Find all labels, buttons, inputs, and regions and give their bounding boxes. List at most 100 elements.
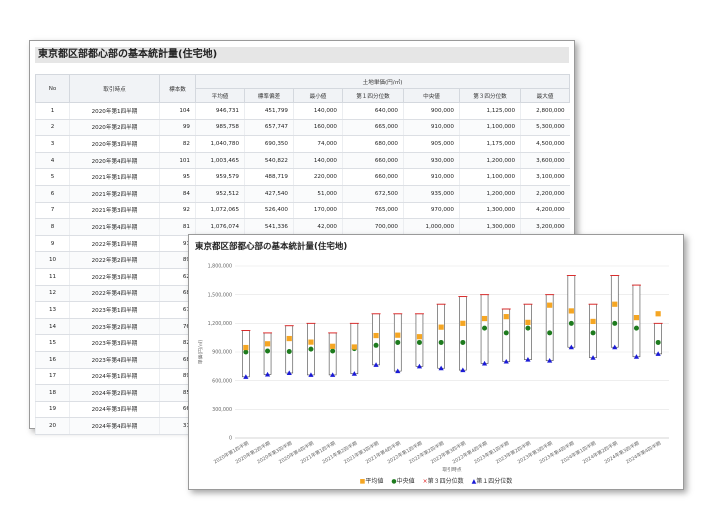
table-cell: 970,000 (403, 202, 460, 220)
table-cell: 657,747 (244, 119, 294, 137)
table-cell: 905,000 (403, 135, 460, 153)
chart-title: 東京都区部都心部の基本統計量(住宅地) (195, 242, 348, 252)
table-cell: 2020年第2四半期 (69, 119, 160, 137)
table-cell: 672,500 (342, 185, 404, 203)
table-cell: 68 (159, 351, 196, 369)
table-cell: 2024年第4四半期 (69, 417, 160, 435)
table-cell: 640,000 (342, 102, 404, 120)
x-tick-label: 2020年第4四半期 (277, 440, 315, 466)
table-cell: 2 (35, 119, 70, 137)
legend-label: 中央値 (396, 478, 415, 485)
q1-marker (373, 362, 379, 367)
table-cell: 2021年第3四半期 (69, 202, 160, 220)
table-cell: 101 (159, 152, 196, 170)
table-cell: 160,000 (293, 119, 343, 137)
mean-marker (547, 302, 553, 308)
median-marker (460, 339, 466, 345)
x-tick-label: 2022年第2四半期 (408, 440, 446, 466)
table-cell: 1,300,000 (459, 218, 521, 236)
legend-item: ▲第１四分位数 (472, 478, 513, 485)
table-cell: 15 (35, 334, 70, 352)
table-cell: 488,719 (244, 168, 294, 186)
mean-marker (243, 344, 249, 351)
table-cell: 74,000 (293, 135, 343, 153)
table-cell: 1,003,465 (195, 152, 245, 170)
col-header-no: No (35, 74, 70, 103)
col-header: 中央値 (403, 88, 460, 103)
median-marker (438, 339, 444, 345)
x-tick-label: 2024年第1四半期 (560, 440, 598, 466)
table-cell: 11 (35, 268, 70, 286)
table-cell: 665,000 (342, 119, 404, 137)
q1-marker (330, 372, 336, 377)
col-header: 標準偏差 (244, 88, 294, 103)
table-cell: 3,200,000 (519, 218, 570, 236)
table-cell: 985,758 (195, 119, 245, 137)
table-row: 2 2020年第2四半期 99 985,758 657,747 160,000 665,00… (35, 119, 570, 137)
median-marker (525, 325, 531, 331)
chart-panel: 0 300,000 600,000 900,000 1,200,000 1,500,000… (188, 234, 684, 490)
q1-marker (590, 355, 596, 360)
table-cell: 10 (35, 251, 70, 269)
table-cell: 930,000 (403, 152, 460, 170)
mean-marker (373, 332, 379, 339)
q1-marker (351, 371, 357, 376)
group-header-unit-price: 土地単価(円/㎡) (194, 74, 571, 89)
table-cell: 690,350 (244, 135, 294, 153)
median-marker (330, 348, 336, 354)
x-tick-label: 2024年第3四半期 (603, 440, 641, 466)
table-cell: 91 (159, 235, 196, 253)
q1-marker (308, 372, 314, 377)
table-cell: 84 (159, 185, 196, 203)
q1-marker (547, 358, 553, 363)
range-box (459, 296, 467, 371)
range-box (524, 303, 532, 360)
mean-marker (351, 344, 357, 350)
x-tick-label: 2024年第4四半期 (625, 440, 663, 466)
table-cell: 2022年第1四半期 (69, 235, 160, 253)
table-cell: 4 (35, 152, 70, 170)
range-box (610, 275, 619, 348)
x-tick-label: 2022年第4四半期 (451, 440, 489, 466)
table-cell: 2,800,000 (519, 102, 570, 120)
table-cell: 541,336 (244, 218, 294, 236)
legend-item: ×第３四分位数 (423, 478, 464, 485)
table-cell: 2022年第3四半期 (69, 268, 160, 286)
table-cell: 2024年第3四半期 (69, 401, 160, 419)
q1-marker (264, 371, 271, 377)
table-cell: 2021年第4四半期 (69, 218, 160, 236)
table-cell: 5 (35, 168, 70, 186)
table-cell: 8 (35, 218, 70, 236)
x-tick-label: 2020年第1四半期 (212, 440, 250, 466)
table-cell: 7 (35, 202, 70, 220)
median-marker (503, 330, 509, 336)
x-tick-label: 2023年第3四半期 (516, 440, 554, 466)
mean-marker (395, 332, 401, 338)
table-cell: 5,300,000 (519, 119, 570, 137)
table-cell: 19 (35, 401, 70, 419)
table-cell: 2024年第2四半期 (69, 384, 160, 402)
q1-marker (568, 344, 574, 350)
table-row: 4 2020年第4四半期 101 1,003,465 540,822 140,000 660… (35, 152, 570, 170)
table-cell: 1,175,000 (459, 135, 521, 153)
table-cell: 946,731 (195, 102, 245, 120)
table-cell: 451,799 (244, 102, 294, 120)
mean-marker (286, 335, 292, 342)
x-tick-label: 2020年第2四半期 (234, 440, 272, 466)
table-cell: 18 (35, 384, 70, 402)
x-tick-label: 2023年第1四半期 (473, 440, 511, 466)
table-cell: 910,000 (403, 168, 460, 186)
x-tick-label: 2021年第2四半期 (321, 440, 359, 466)
table-row: 5 2021年第1四半期 95 959,579 488,719 220,000 660,00… (35, 168, 570, 186)
mean-marker (264, 341, 271, 347)
table-cell: 1 (35, 102, 70, 120)
range-box (632, 284, 641, 358)
col-header-samples: 標本数 (159, 74, 196, 103)
q1-marker (286, 370, 292, 376)
table-cell: 765,000 (342, 202, 404, 220)
table-cell: 1,000,000 (403, 218, 460, 236)
table-cell: 1,100,000 (459, 119, 521, 137)
col-header-period: 取引時点 (69, 74, 160, 103)
table-cell: 16 (35, 351, 70, 369)
chart-legend: ■平均値 ●中央値 ×第３四分位数 ▲第１四分位数 (189, 476, 683, 485)
